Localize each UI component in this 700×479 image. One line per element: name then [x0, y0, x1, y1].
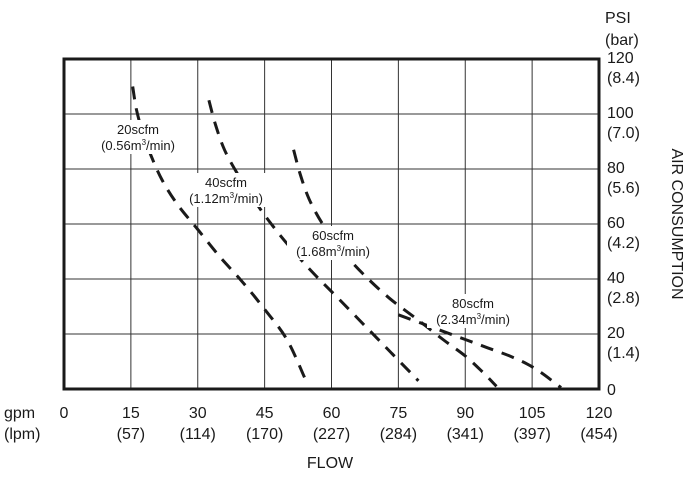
y-axis-title: AIR CONSUMPTION [668, 148, 685, 299]
x-tick-sublabel: (114) [180, 426, 216, 443]
y-tick-label: 20 [607, 325, 625, 342]
curve-label-background [92, 120, 184, 154]
y-tick-label: 120 [607, 50, 634, 67]
x-tick-label: 75 [389, 405, 407, 422]
curve-label-flow: (1.12m3/min) [189, 191, 263, 206]
y-tick-label: 100 [607, 105, 634, 122]
series-lines [131, 86, 562, 389]
x-axis-title: FLOW [307, 455, 354, 472]
curve-label-flow: (2.34m3/min) [436, 312, 510, 327]
y-unit-label: PSI [605, 10, 631, 27]
curve-label-flow: (1.68m3/min) [296, 244, 370, 259]
curve-label-name: 60scfm [312, 228, 354, 243]
y-tick-sublabel: (7.0) [607, 125, 640, 142]
y-tick-sublabel: (2.8) [607, 290, 640, 307]
x-tick-sublabel: (341) [447, 426, 484, 443]
curve-label-background [180, 173, 272, 207]
x-tick-label: 120 [586, 405, 613, 422]
y-tick-labels: 0 20 (1.4) 40 (2.8) 60 (4.2) 80 (5.6) 100 (7.0) 120… [607, 50, 640, 399]
x-unit-label-secondary: (lpm) [4, 426, 40, 443]
x-tick-label: 90 [456, 405, 474, 422]
y-tick-sublabel: (1.4) [607, 345, 640, 362]
x-tick-label: 105 [519, 405, 546, 422]
series-line-60scfm [292, 149, 498, 388]
y-tick-label: 0 [607, 382, 616, 399]
y-tick-label: 80 [607, 160, 625, 177]
y-tick-sublabel: (4.2) [607, 235, 640, 252]
x-tick-labels: 0 15 (57) 30 (114) 45 (170) 60 (227) 75 (284) 90 (34… [60, 405, 618, 443]
series-line-40scfm [207, 99, 420, 382]
x-unit-label: gpm [4, 405, 35, 422]
x-tick-label: 0 [60, 405, 69, 422]
curve-label-background [427, 294, 519, 328]
x-tick-label: 15 [122, 405, 140, 422]
x-tick-sublabel: (397) [513, 426, 550, 443]
curve-label-name: 40scfm [205, 175, 247, 190]
y-tick-sublabel: (8.4) [607, 70, 640, 87]
x-tick-label: 45 [256, 405, 274, 422]
curve-label-flow: (0.56m3/min) [101, 138, 175, 153]
x-tick-sublabel: (454) [580, 426, 617, 443]
series-line-80scfm [397, 313, 562, 389]
x-tick-sublabel: (284) [380, 426, 417, 443]
x-tick-sublabel: (170) [246, 426, 283, 443]
y-tick-sublabel: (5.6) [607, 180, 640, 197]
x-tick-sublabel: (57) [117, 426, 145, 443]
y-tick-label: 60 [607, 215, 625, 232]
curve-labels: 20scfm(0.56m3/min) 40scfm(1.12m3/min) 60sc… [92, 120, 519, 328]
y-unit-label-secondary: (bar) [605, 32, 639, 49]
plot-frame [62, 57, 601, 391]
curve-label-background [287, 226, 379, 260]
curve-label-name: 20scfm [117, 122, 159, 137]
x-tick-label: 60 [323, 405, 341, 422]
y-tick-label: 40 [607, 270, 625, 287]
series-line-20scfm [131, 86, 307, 379]
x-tick-sublabel: (227) [313, 426, 350, 443]
x-tick-label: 30 [189, 405, 207, 422]
curve-label-name: 80scfm [452, 296, 494, 311]
grid-lines [64, 59, 599, 389]
